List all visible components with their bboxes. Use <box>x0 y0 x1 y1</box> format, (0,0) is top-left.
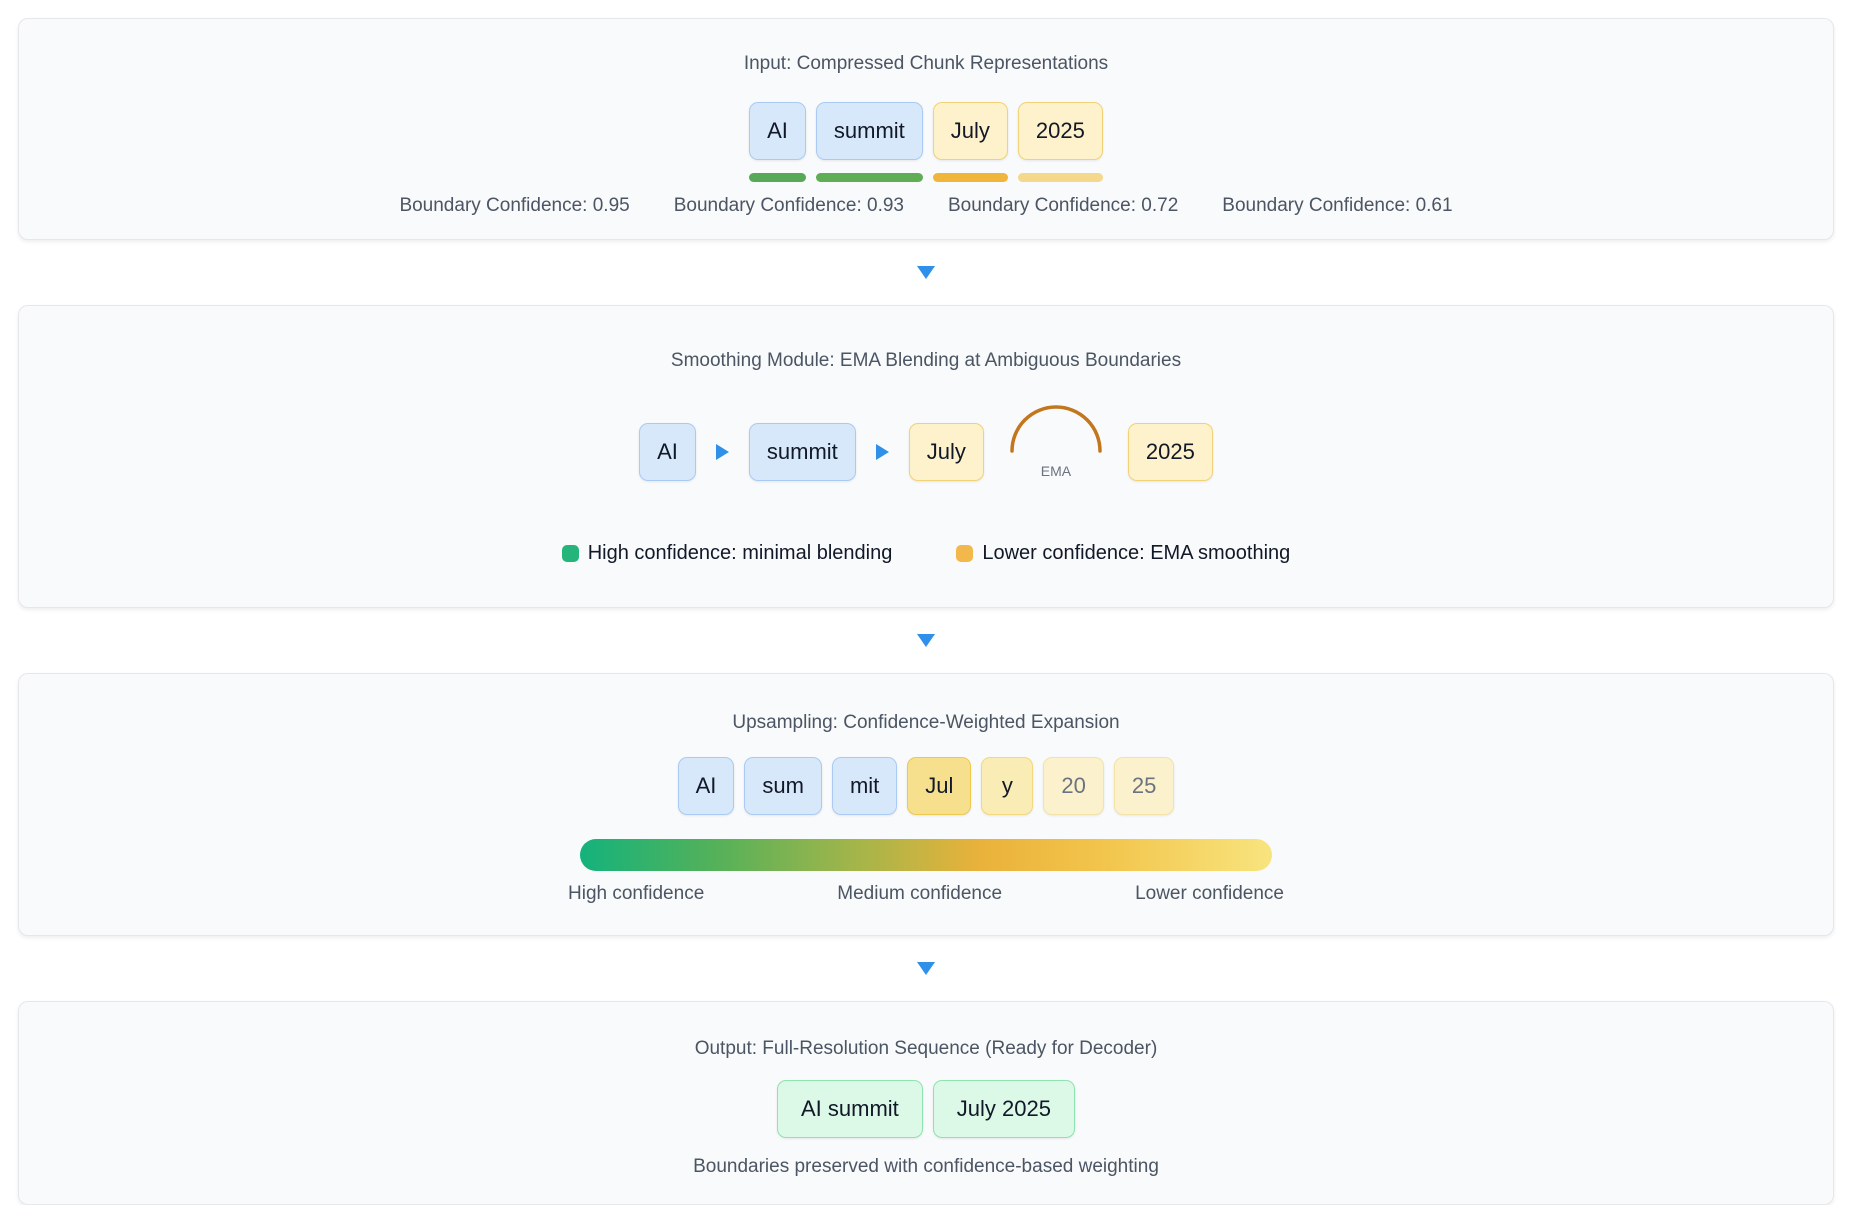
output-chips-row: AI summit July 2025 <box>19 1080 1833 1138</box>
ema-arc-icon <box>1010 405 1102 453</box>
input-panel-title: Input: Compressed Chunk Representations <box>743 53 1109 74</box>
token-20: 20 <box>1043 757 1104 815</box>
flow-token-ai: AI <box>639 423 696 481</box>
legend-item-lower-confidence: Lower confidence: EMA smoothing <box>956 542 1290 565</box>
chunk-col-ai: AI <box>749 102 806 182</box>
output-panel: Output: Full-Resolution Sequence (Ready … <box>18 1001 1834 1205</box>
smoothing-legend: High confidence: minimal blending Lower … <box>19 542 1833 565</box>
upsampling-panel-title: Upsampling: Confidence-Weighted Expansio… <box>732 712 1120 733</box>
scale-label-high: High confidence <box>568 883 705 904</box>
boundary-confidence-label-2: Boundary Confidence: 0.93 <box>673 195 904 216</box>
amber-dot-icon <box>956 545 974 562</box>
confidence-bar-ai <box>749 173 806 182</box>
upsampling-panel: Upsampling: Confidence-Weighted Expansio… <box>18 673 1834 936</box>
token-jul: Jul <box>907 757 972 815</box>
chunk-ai: AI <box>749 102 806 160</box>
ema-label: EMA <box>1040 463 1072 479</box>
confidence-bar-july <box>932 173 1008 182</box>
legend-label-lower: Lower confidence: EMA smoothing <box>982 542 1291 564</box>
token-y: y <box>981 757 1034 815</box>
chunk-july: July <box>932 102 1008 160</box>
right-arrow-icon <box>715 444 729 460</box>
boundary-confidence-label-3: Boundary Confidence: 0.72 <box>948 195 1179 216</box>
legend-item-high-confidence: High confidence: minimal blending <box>561 542 893 565</box>
confidence-bar-summit <box>815 173 923 182</box>
ema-blend-connector: EMA <box>1004 405 1108 483</box>
boundary-confidence-label-4: Boundary Confidence: 0.61 <box>1222 195 1453 216</box>
output-chip-july-2025: July 2025 <box>932 1080 1075 1138</box>
confidence-bar-2025 <box>1017 173 1103 182</box>
down-arrow-icon <box>917 634 935 647</box>
output-caption: Boundaries preserved with confidence-bas… <box>693 1156 1159 1177</box>
smoothing-panel: Smoothing Module: EMA Blending at Ambigu… <box>18 305 1834 608</box>
token-ai: AI <box>677 757 735 815</box>
boundary-confidence-label-1: Boundary Confidence: 0.95 <box>399 195 630 216</box>
confidence-scale-labels: High confidence Medium confidence Lower … <box>568 883 1284 905</box>
scale-label-medium: Medium confidence <box>837 883 1003 904</box>
flow-token-2025: 2025 <box>1127 423 1213 481</box>
right-arrow-icon <box>875 444 889 460</box>
scale-label-lower: Lower confidence <box>1135 883 1284 904</box>
chunk-col-2025: 2025 <box>1017 102 1103 182</box>
chunk-summit: summit <box>815 102 923 160</box>
legend-label-high: High confidence: minimal blending <box>587 542 893 564</box>
chunk-col-july: July <box>932 102 1008 182</box>
boundary-confidence-labels: Boundary Confidence: 0.95 Boundary Confi… <box>19 195 1833 217</box>
input-panel: Input: Compressed Chunk Representations … <box>18 18 1834 240</box>
green-dot-icon <box>561 545 579 562</box>
token-mit: mit <box>831 757 898 815</box>
token-sum: sum <box>744 757 822 815</box>
flow-token-summit: summit <box>748 423 856 481</box>
down-arrow-icon <box>917 266 935 279</box>
input-chunk-row: AI summit July 2025 <box>19 102 1833 182</box>
output-panel-title: Output: Full-Resolution Sequence (Ready … <box>694 1038 1158 1059</box>
flow-token-july: July <box>908 423 984 481</box>
confidence-gradient-bar <box>580 839 1272 871</box>
chunk-col-summit: summit <box>815 102 923 182</box>
chunk-2025: 2025 <box>1017 102 1103 160</box>
down-arrow-icon <box>917 962 935 975</box>
token-25: 25 <box>1113 757 1175 815</box>
upsampling-token-row: AI sum mit Jul y 20 25 <box>19 757 1833 815</box>
output-chip-ai-summit: AI summit <box>777 1080 923 1138</box>
smoothing-panel-title: Smoothing Module: EMA Blending at Ambigu… <box>670 350 1182 371</box>
smoothing-flow-row: AI summit July EMA 2025 <box>19 405 1833 484</box>
